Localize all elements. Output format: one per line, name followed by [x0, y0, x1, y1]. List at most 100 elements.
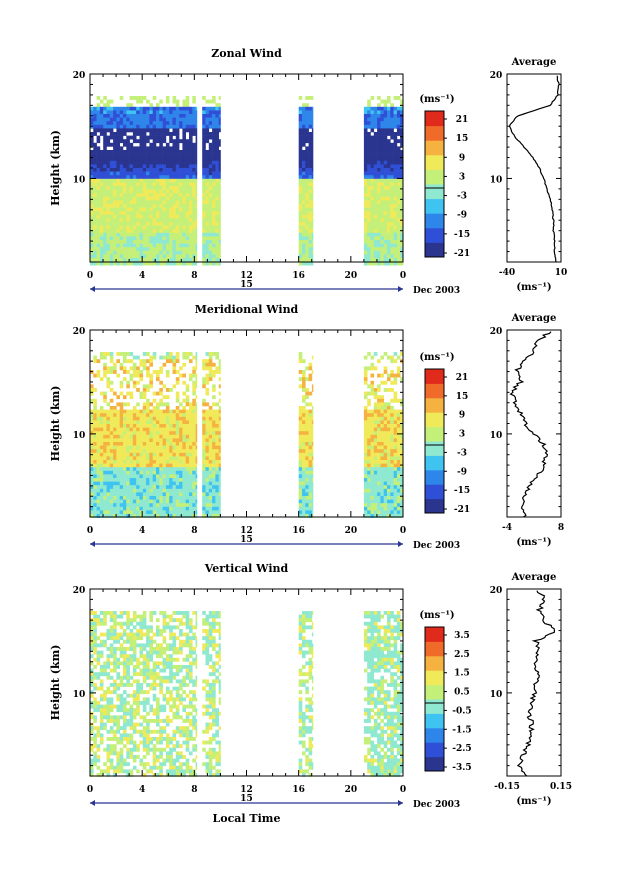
heatmap-cell [367, 485, 371, 490]
heatmap-cell [195, 193, 198, 198]
heatmap-cell [370, 388, 375, 392]
heatmap-cell [156, 214, 160, 219]
heatmap-cell [172, 467, 177, 472]
heatmap-cell [383, 207, 388, 212]
heatmap-cell [119, 362, 124, 367]
heatmap-cell [215, 413, 219, 418]
heatmap-cell [308, 413, 313, 418]
heatmap-cell [139, 370, 144, 374]
heatmap-cell [302, 128, 306, 133]
heatmap-cell [308, 478, 313, 482]
heatmap-cell [311, 128, 314, 133]
heatmap-cell [208, 150, 213, 154]
colorbar-tick-label: 15 [456, 134, 469, 144]
heatmap-cell [195, 240, 198, 244]
heatmap-cell [396, 499, 401, 504]
heatmap-cell [363, 424, 368, 428]
heatmap-cell [123, 496, 127, 500]
heatmap-cell [380, 160, 384, 165]
heatmap-cell [136, 250, 140, 255]
heatmap-cell [136, 492, 140, 497]
heatmap-cell [387, 470, 391, 475]
heatmap-cell [185, 492, 190, 497]
heatmap-cell [308, 139, 313, 144]
heatmap-cell [205, 175, 210, 180]
heatmap-cell [208, 175, 213, 180]
heatmap-cell [126, 258, 130, 262]
heatmap-cell [109, 225, 114, 230]
heatmap-cell [116, 182, 120, 187]
heatmap-cell [146, 196, 150, 201]
heatmap-cell [162, 243, 167, 248]
x-tick-label: 12 [240, 271, 253, 281]
heatmap-cell [119, 431, 124, 436]
heatmap-cell [156, 420, 160, 425]
heatmap-cell [169, 470, 173, 475]
heatmap-cell [90, 175, 94, 180]
heatmap-cell [192, 222, 196, 226]
heatmap-cell [99, 182, 104, 187]
heatmap-cell [387, 243, 391, 248]
heatmap-cell [103, 142, 107, 147]
heatmap-cell [159, 222, 163, 226]
heatmap-cell [152, 178, 157, 183]
heatmap-cell [377, 496, 381, 500]
heatmap-cell [383, 413, 388, 418]
heatmap-cell [390, 434, 394, 439]
heatmap-cell [152, 463, 157, 468]
heatmap-cell [195, 114, 198, 118]
heatmap-cell [400, 431, 404, 436]
heatmap-cell [208, 196, 213, 201]
heatmap-cell [182, 236, 186, 241]
heatmap-cell [172, 438, 177, 443]
heatmap-cell [99, 247, 104, 252]
heatmap-cell [165, 420, 170, 425]
heatmap-cell [123, 128, 127, 133]
heatmap-cell [363, 164, 368, 169]
heatmap-cell [179, 168, 183, 172]
heatmap-cell [142, 193, 147, 198]
heatmap-cell [149, 254, 153, 259]
heatmap-cell [202, 211, 206, 216]
heatmap-cell [363, 175, 368, 180]
heatmap-cell [90, 773, 94, 777]
heatmap-cell [106, 150, 111, 154]
heatmap-cell [93, 762, 97, 767]
heatmap-cell [195, 160, 198, 165]
heatmap-cell [152, 258, 157, 262]
heatmap-cell [149, 355, 153, 360]
heatmap-cell [126, 470, 130, 475]
heatmap-cell [373, 168, 378, 172]
heatmap-cell [367, 153, 371, 158]
heatmap-cell [149, 225, 153, 230]
heatmap-cell [93, 463, 97, 468]
heatmap-cell [370, 150, 375, 154]
heatmap-cell [90, 427, 94, 432]
heatmap-cell [182, 121, 186, 126]
heatmap-cell [99, 250, 104, 255]
heatmap-cell [169, 229, 173, 234]
heatmap-cell [96, 643, 101, 648]
heatmap-cell [103, 503, 107, 508]
heatmap-cell [129, 243, 134, 248]
heatmap-cell [165, 214, 170, 219]
heatmap-cell [182, 463, 186, 468]
heatmap-cell [142, 225, 147, 230]
heatmap-cell [93, 373, 97, 378]
heatmap-cell [179, 496, 183, 500]
heatmap-cell [139, 182, 144, 187]
heatmap-cell [142, 132, 147, 136]
heatmap-cell [396, 398, 401, 403]
heatmap-cell [149, 200, 153, 205]
heatmap-cell [189, 250, 193, 255]
heatmap-cell [377, 142, 381, 147]
heatmap-cell [162, 247, 167, 252]
heatmap-cell [370, 463, 375, 468]
heatmap-cell [142, 135, 147, 140]
heatmap-cell [109, 474, 114, 479]
heatmap-cell [212, 250, 216, 255]
heatmap-cell [218, 232, 221, 237]
heatmap-cell [308, 481, 313, 486]
heatmap-cell [99, 478, 104, 482]
heatmap-cell [165, 229, 170, 234]
